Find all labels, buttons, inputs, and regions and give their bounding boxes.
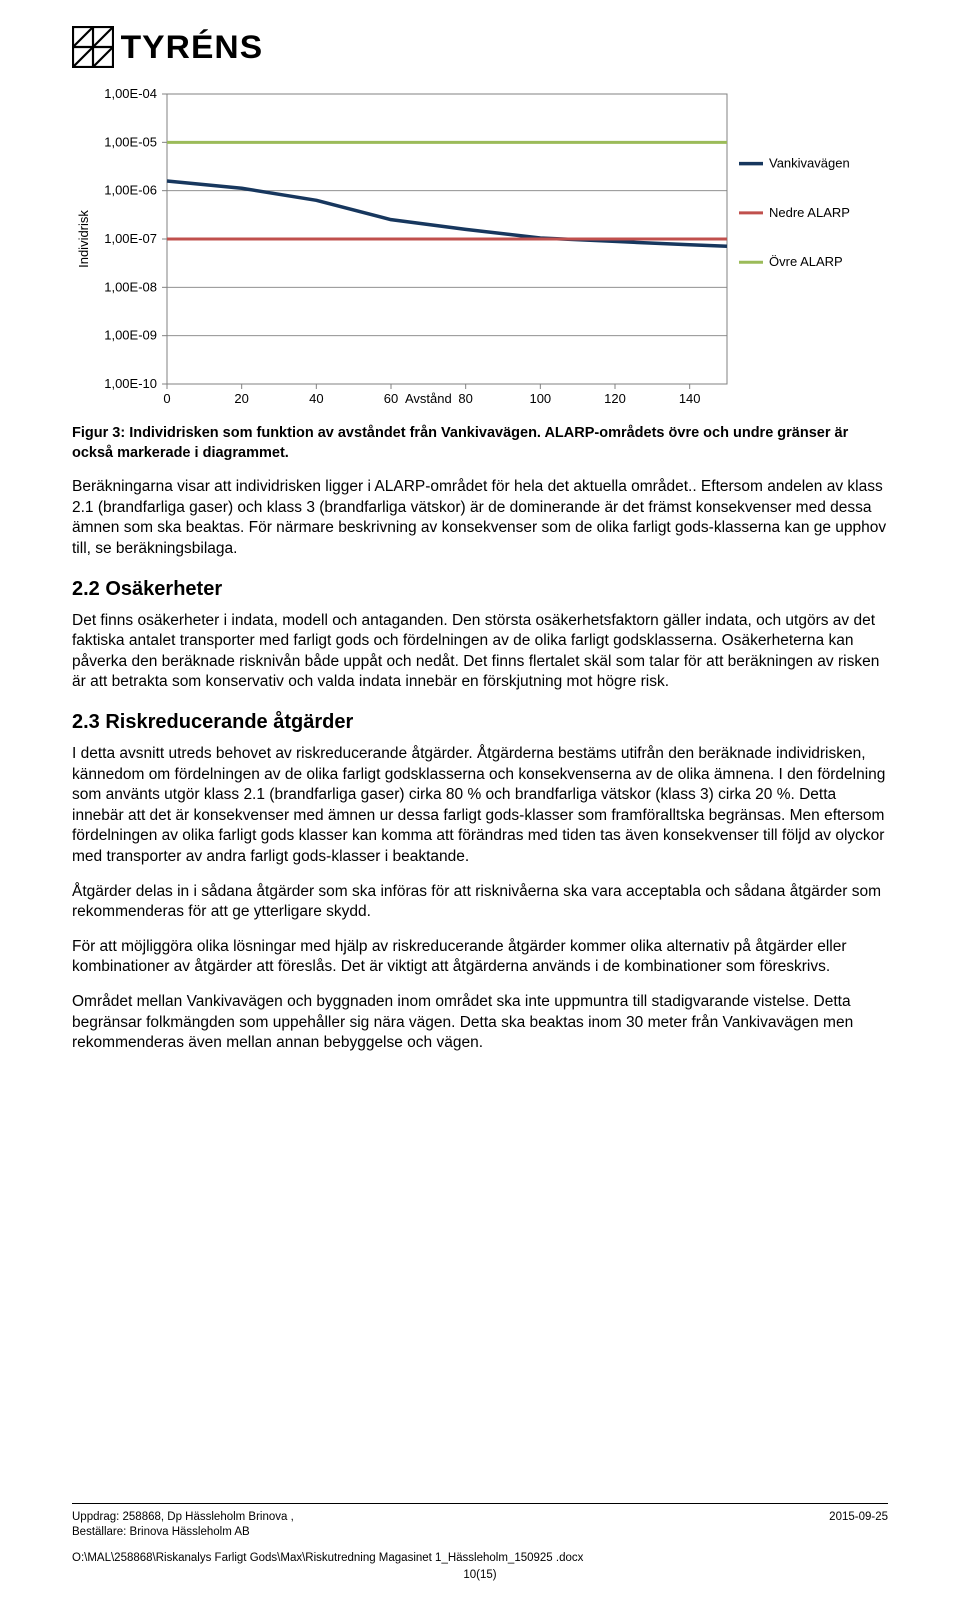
logo-icon	[72, 26, 114, 68]
risk-chart: 1,00E-10 1,00E-09 1,00E-08 1,00E-07 1,00E-06…	[72, 84, 888, 418]
footer-bestallare: Beställare: Brinova Hässleholm AB	[72, 1525, 294, 1541]
page-footer: Uppdrag: 258868, Dp Hässleholm Brinova ,…	[72, 1503, 888, 1584]
paragraph: Beräkningarna visar att individrisken li…	[72, 477, 888, 559]
logo-text: TYRÉNS	[121, 29, 264, 66]
legend-label: Vankivavägen	[769, 156, 850, 171]
footer-path: O:\MAL\258868\Riskanalys Farligt Gods\Ma…	[72, 1551, 888, 1567]
paragraph: Det finns osäkerheter i indata, modell o…	[72, 611, 888, 693]
heading-2-3: 2.3 Riskreducerande åtgärder	[72, 711, 888, 734]
footer-date: 2015-09-25	[829, 1510, 888, 1541]
x-tick-label: 20	[234, 391, 248, 406]
paragraph: För att möjliggöra olika lösningar med h…	[72, 937, 888, 978]
x-tick-label: 0	[163, 391, 170, 406]
figure-caption: Figur 3: Individrisken som funktion av a…	[72, 424, 888, 463]
y-tick-label: 1,00E-07	[104, 231, 157, 246]
y-tick-label: 1,00E-09	[104, 328, 157, 343]
y-tick-label: 1,00E-06	[104, 183, 157, 198]
y-tick-label: 1,00E-05	[104, 134, 157, 149]
x-tick-label: 60	[384, 391, 398, 406]
logo: TYRÉNS	[72, 26, 888, 68]
paragraph: Området mellan Vankivavägen och byggnade…	[72, 992, 888, 1054]
x-tick-label: 80	[458, 391, 472, 406]
y-axis-label: Individrisk	[76, 210, 91, 268]
legend-label: Nedre ALARP	[769, 205, 850, 220]
heading-2-2: 2.2 Osäkerheter	[72, 578, 888, 601]
x-axis-label: Avstånd	[405, 391, 452, 406]
y-tick-label: 1,00E-04	[104, 86, 157, 101]
footer-page-number: 10(15)	[72, 1568, 888, 1584]
y-tick-label: 1,00E-08	[104, 279, 157, 294]
footer-uppdrag: Uppdrag: 258868, Dp Hässleholm Brinova ,	[72, 1510, 294, 1526]
x-tick-label: 120	[604, 391, 626, 406]
y-tick-label: 1,00E-10	[104, 376, 157, 391]
legend-label: Övre ALARP	[769, 254, 843, 269]
paragraph: I detta avsnitt utreds behovet av riskre…	[72, 744, 888, 868]
x-tick-label: 140	[679, 391, 701, 406]
paragraph: Åtgärder delas in i sådana åtgärder som …	[72, 882, 888, 923]
x-tick-label: 100	[529, 391, 551, 406]
x-tick-label: 40	[309, 391, 323, 406]
